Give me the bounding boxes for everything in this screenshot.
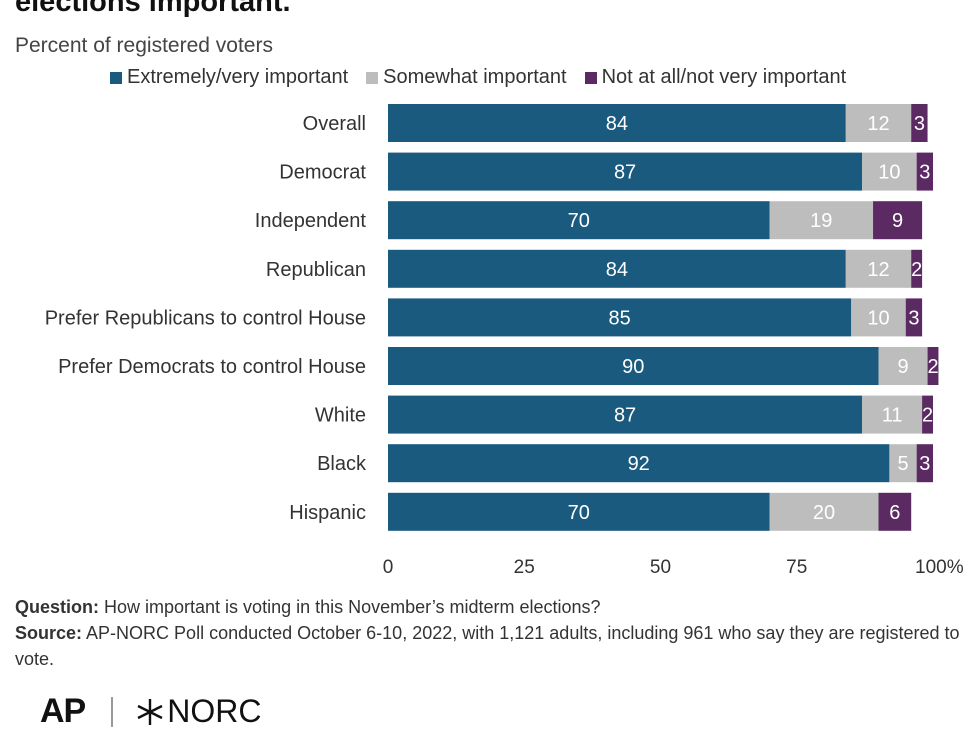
data-label-somewhat: 5 xyxy=(897,453,908,475)
legend-item-not: Not at all/not very important xyxy=(584,66,847,89)
bar-somewhat xyxy=(845,104,912,142)
bar-somewhat xyxy=(862,152,917,191)
bar-not xyxy=(916,444,933,483)
data-label-extremely: 85 xyxy=(609,307,631,329)
stacked-bar-chart: Overall 84 12 3 Democrat 87 10 3 Independent 70 19… xyxy=(45,104,964,578)
data-label-somewhat: 10 xyxy=(878,162,900,184)
question-label: Question: xyxy=(15,597,99,617)
bar-somewhat xyxy=(769,201,874,240)
source-text: AP-NORC Poll conducted October 6-10, 202… xyxy=(15,623,960,669)
norc-logo-text: NORC xyxy=(167,693,262,729)
legend-swatch-not xyxy=(584,71,597,84)
bar-not xyxy=(916,152,933,191)
data-label-extremely: 84 xyxy=(606,113,628,135)
norc-star-icon xyxy=(137,698,163,725)
data-label-somewhat: 10 xyxy=(867,307,889,329)
bar-somewhat xyxy=(889,444,917,483)
bar-extremely xyxy=(388,249,846,288)
bar-extremely xyxy=(388,444,890,483)
bar-extremely xyxy=(388,492,770,531)
bar-not xyxy=(911,249,923,288)
bar-extremely xyxy=(388,298,852,337)
chart-notes: Question: How important is voting in thi… xyxy=(15,594,970,672)
bar-not xyxy=(878,492,912,531)
bar-not xyxy=(922,395,933,434)
data-label-somewhat: 11 xyxy=(882,405,903,427)
question-note: Question: How important is voting in thi… xyxy=(15,594,970,620)
x-tick-label: 50 xyxy=(650,557,671,578)
bar-not xyxy=(905,298,923,337)
bar-not xyxy=(911,104,928,142)
data-label-extremely: 87 xyxy=(614,162,636,184)
legend-label-not: Not at all/not very important xyxy=(601,66,847,88)
category-label: Independent xyxy=(255,210,367,232)
legend-item-somewhat: Somewhat important xyxy=(366,66,567,89)
data-label-somewhat: 19 xyxy=(810,210,832,232)
category-label: Overall xyxy=(303,113,366,135)
legend: Extremely/very important Somewhat import… xyxy=(110,66,846,89)
category-label: Black xyxy=(317,453,367,475)
data-label-somewhat: 12 xyxy=(867,259,889,281)
data-label-extremely: 70 xyxy=(568,502,590,524)
bar-extremely xyxy=(388,201,770,240)
ap-logo: AP xyxy=(40,692,86,730)
legend-label-somewhat: Somewhat important xyxy=(383,66,567,88)
logos: AP NORC xyxy=(40,692,261,731)
x-tick-label: 25 xyxy=(514,557,535,578)
legend-swatch-extremely xyxy=(110,71,122,84)
chart-title: elections important. xyxy=(15,0,291,18)
bar-somewhat xyxy=(862,395,923,434)
data-label-extremely: 70 xyxy=(568,210,590,232)
category-label: White xyxy=(315,405,366,427)
data-label-somewhat: 20 xyxy=(813,502,835,524)
data-label-extremely: 90 xyxy=(622,356,644,378)
x-tick-label: 100% xyxy=(915,557,964,578)
data-label-somewhat: 9 xyxy=(897,356,908,378)
data-label-not: 3 xyxy=(919,453,930,475)
category-label: Hispanic xyxy=(289,502,366,524)
question-text: How important is voting in this November… xyxy=(104,597,601,617)
legend-swatch-somewhat xyxy=(366,71,379,84)
category-label: Prefer Republicans to control House xyxy=(45,307,366,329)
legend-item-extremely: Extremely/very important xyxy=(110,66,348,89)
bar-not xyxy=(927,347,939,385)
data-label-extremely: 84 xyxy=(606,259,628,281)
bar-somewhat xyxy=(845,249,912,288)
chart-subtitle: Percent of registered voters xyxy=(15,34,273,57)
bar-not xyxy=(873,201,923,240)
category-label: Prefer Democrats to control House xyxy=(58,356,366,378)
data-label-not: 3 xyxy=(914,113,925,135)
data-label-not: 9 xyxy=(892,210,903,232)
bar-somewhat xyxy=(878,347,928,385)
data-label-not: 2 xyxy=(927,356,938,378)
bar-extremely xyxy=(388,152,863,191)
bar-extremely xyxy=(388,347,879,385)
data-label-not: 3 xyxy=(919,162,930,184)
bar-extremely xyxy=(388,104,846,142)
data-label-not: 2 xyxy=(911,259,922,281)
data-label-not: 3 xyxy=(908,307,919,329)
data-label-not: 6 xyxy=(889,502,900,524)
data-label-extremely: 87 xyxy=(614,405,636,427)
data-label-not: 2 xyxy=(922,405,933,427)
data-label-somewhat: 12 xyxy=(867,113,889,135)
bar-extremely xyxy=(388,395,863,434)
category-label: Republican xyxy=(266,259,366,281)
logo-divider xyxy=(111,696,114,727)
bar-somewhat xyxy=(851,298,906,337)
x-tick-label: 75 xyxy=(786,557,807,578)
x-tick-label: 0 xyxy=(383,557,394,578)
source-note: Source: AP-NORC Poll conducted October 6… xyxy=(15,620,970,672)
category-label: Democrat xyxy=(279,162,366,184)
norc-logo: NORC xyxy=(135,693,261,730)
data-label-extremely: 92 xyxy=(628,453,650,475)
bar-somewhat xyxy=(769,492,879,531)
source-label: Source: xyxy=(15,623,83,643)
legend-label-extremely: Extremely/very important xyxy=(127,66,349,88)
